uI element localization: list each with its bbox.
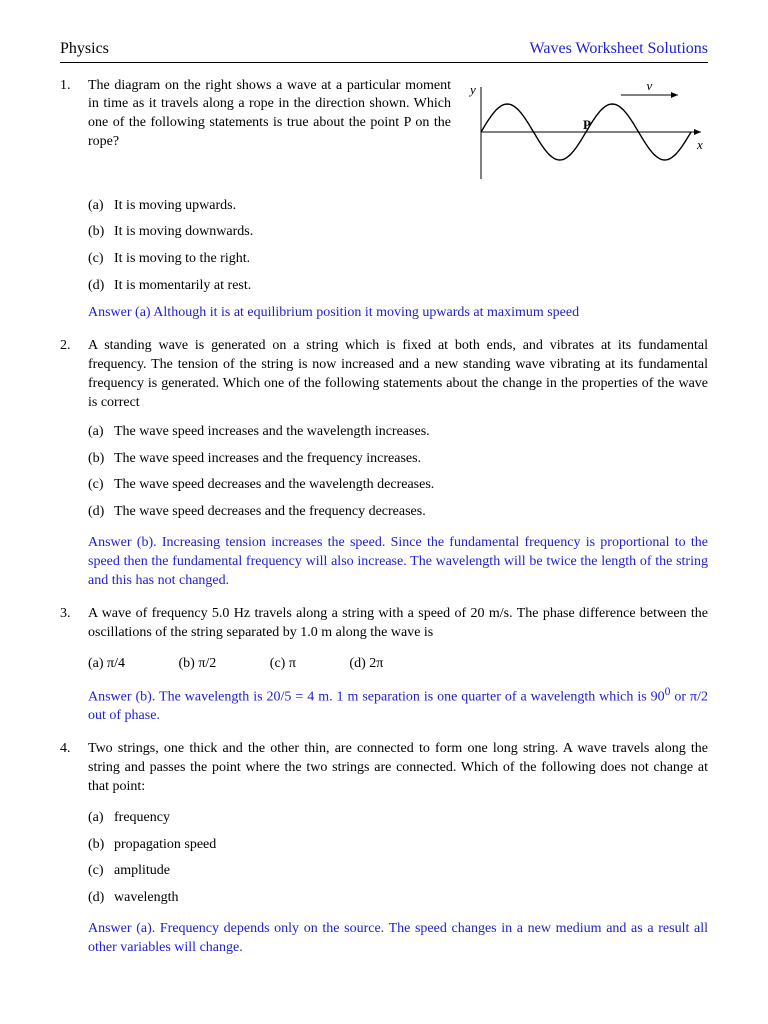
q4-opt-b: (b)propagation speed <box>114 836 708 855</box>
header-right: Waves Worksheet Solutions <box>530 38 708 60</box>
q1-number: 1. <box>60 77 71 96</box>
question-list: 1. The diagram on the right shows a wave… <box>60 77 708 958</box>
svg-text:x: x <box>696 137 703 152</box>
q1-opt-c: (c)It is moving to the right. <box>114 250 708 269</box>
q3-options: (a) π/4 (b) π/2 (c) π (d) 2π <box>88 655 708 674</box>
svg-text:y: y <box>468 82 476 97</box>
q4-number: 4. <box>60 740 71 759</box>
page-header: Physics Waves Worksheet Solutions <box>60 38 708 63</box>
header-left: Physics <box>60 38 109 60</box>
q4-opt-a: (a)frequency <box>114 809 708 828</box>
q3-opt-c: (c) π <box>270 655 296 674</box>
question-4: 4. Two strings, one thick and the other … <box>88 740 708 958</box>
q1-figure: y x v P <box>463 77 708 187</box>
q2-options: (a)The wave speed increases and the wave… <box>88 423 708 523</box>
question-1: 1. The diagram on the right shows a wave… <box>88 77 708 323</box>
q4-opt-c: (c)amplitude <box>114 862 708 881</box>
question-3: 3. A wave of frequency 5.0 Hz travels al… <box>88 605 708 726</box>
q4-opt-d: (d)wavelength <box>114 889 708 908</box>
q1-opt-d: (d)It is momentarily at rest. <box>114 277 708 296</box>
q2-opt-b: (b)The wave speed increases and the freq… <box>114 450 708 469</box>
q1-text: The diagram on the right shows a wave at… <box>88 77 451 187</box>
q2-opt-c: (c)The wave speed decreases and the wave… <box>114 476 708 495</box>
q2-number: 2. <box>60 337 71 356</box>
q3-opt-a: (a) π/4 <box>88 655 125 674</box>
q2-answer: Answer (b). Increasing tension increases… <box>88 534 708 591</box>
q1-options: (a)It is moving upwards. (b)It is moving… <box>88 197 708 297</box>
q3-opt-b: (b) π/2 <box>179 655 217 674</box>
svg-text:v: v <box>647 78 653 93</box>
q3-text: A wave of frequency 5.0 Hz travels along… <box>88 605 708 643</box>
q2-text: A standing wave is generated on a string… <box>88 337 708 413</box>
q3-opt-d: (d) 2π <box>349 655 383 674</box>
q1-opt-b: (b)It is moving downwards. <box>114 223 708 242</box>
q2-opt-a: (a)The wave speed increases and the wave… <box>114 423 708 442</box>
q1-opt-a: (a)It is moving upwards. <box>114 197 708 216</box>
q1-answer: Answer (a) Although it is at equilibrium… <box>88 304 708 323</box>
q2-opt-d: (d)The wave speed decreases and the freq… <box>114 503 708 522</box>
q4-text: Two strings, one thick and the other thi… <box>88 740 708 797</box>
wave-diagram: y x v P <box>463 77 708 187</box>
q3-answer: Answer (b). The wavelength is 20/5 = 4 m… <box>88 684 708 726</box>
q3-number: 3. <box>60 605 71 624</box>
question-2: 2. A standing wave is generated on a str… <box>88 337 708 591</box>
q4-answer: Answer (a). Frequency depends only on th… <box>88 920 708 958</box>
q4-options: (a)frequency (b)propagation speed (c)amp… <box>88 809 708 909</box>
svg-text:P: P <box>583 117 591 132</box>
